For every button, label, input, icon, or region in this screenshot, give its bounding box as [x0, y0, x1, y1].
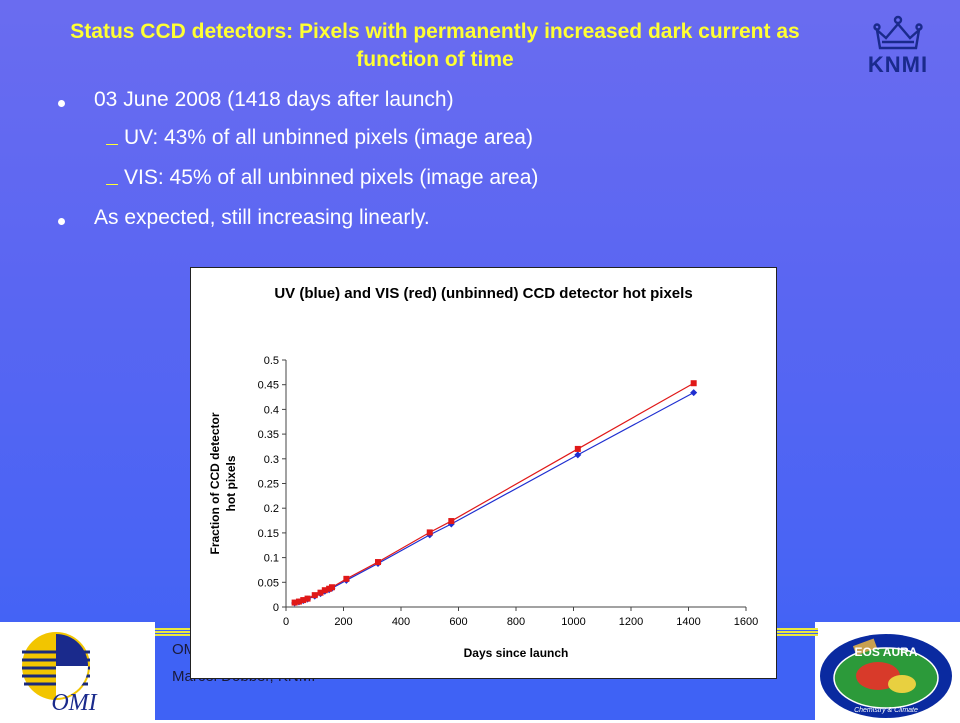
knmi-logo: KNMI — [858, 14, 938, 78]
x-tick-label: 1400 — [676, 616, 700, 628]
eos-aura-logo-subtext: Chemistry & Climate — [854, 707, 918, 714]
footer-stripes-right — [776, 628, 818, 636]
data-point-square — [343, 575, 350, 582]
eos-aura-logo: EOS AURA Chemistry & Climate — [816, 628, 956, 718]
x-tick-label: 1000 — [561, 616, 585, 628]
chart-title: UV (blue) and VIS (red) (unbinned) CCD d… — [274, 285, 693, 302]
data-point-diamond — [574, 451, 582, 459]
data-point-square — [317, 589, 324, 596]
data-point-square — [448, 518, 455, 525]
series-line-0 — [294, 392, 694, 604]
data-point-square — [426, 529, 433, 536]
x-axis-label: Days since launch — [464, 646, 569, 660]
data-point-square — [295, 598, 302, 605]
y-tick-label: 0.1 — [264, 553, 279, 565]
sub-bullet-dash-icon — [106, 184, 118, 185]
y-axis-label-line2: hot pixels — [224, 455, 238, 511]
slide-title: Status CCD detectors: Pixels with perman… — [70, 20, 800, 71]
x-tick-label: 600 — [449, 616, 467, 628]
x-tick-label: 1600 — [734, 616, 758, 628]
crown-icon — [873, 15, 923, 50]
data-point-square — [291, 599, 298, 606]
hot-pixel-chart: 0 0.05 0.1 0.15 0.2 0.25 0.3 0.35 0.4 0.45 0.5 0 200… — [208, 355, 758, 660]
y-tick-label: 0.2 — [264, 503, 279, 515]
y-tick-label: 0 — [273, 602, 279, 614]
chart-panel: UV (blue) and VIS (red) (unbinned) CCD d… — [190, 267, 777, 679]
data-point-diamond — [690, 389, 698, 397]
bullet-item-4: As expected, still increasing linearly. — [94, 206, 430, 229]
eos-aura-logo-text: EOS AURA — [855, 645, 918, 659]
x-tick-label: 200 — [334, 616, 352, 628]
y-tick-label: 0.5 — [264, 355, 279, 367]
data-point-square — [690, 380, 697, 387]
y-tick-label: 0.05 — [258, 577, 279, 589]
data-point-square — [321, 587, 328, 594]
bullet-dot-icon — [58, 218, 65, 225]
y-axis-label: Fraction of CCD detector — [208, 412, 222, 554]
data-point-square — [574, 445, 581, 452]
x-tick-label: 0 — [283, 616, 289, 628]
footer-stripes-left — [155, 628, 195, 636]
series-line-1 — [294, 382, 694, 604]
bullet-item-1: 03 June 2008 (1418 days after launch) — [94, 88, 454, 111]
bullet-item-2: UV: 43% of all unbinned pixels (image ar… — [124, 126, 533, 149]
knmi-logo-text: KNMI — [867, 52, 929, 77]
data-point-square — [329, 584, 335, 591]
omi-logo-text: OMI — [51, 690, 97, 716]
x-tick-label: 1200 — [619, 616, 643, 628]
data-point-square — [304, 595, 311, 602]
y-tick-label: 0.4 — [264, 404, 279, 416]
y-tick-label: 0.45 — [258, 380, 279, 392]
data-point-square — [311, 592, 318, 599]
sub-bullet-dash-icon — [106, 144, 118, 145]
x-tick-label: 800 — [507, 616, 525, 628]
x-tick-label: 400 — [392, 616, 410, 628]
y-tick-label: 0.15 — [258, 528, 279, 540]
data-point-square — [300, 597, 307, 604]
y-tick-label: 0.3 — [264, 454, 279, 466]
bullet-item-3: VIS: 45% of all unbinned pixels (image a… — [124, 166, 539, 189]
y-tick-label: 0.35 — [258, 429, 279, 441]
y-tick-label: 0.25 — [258, 479, 279, 491]
data-point-square — [375, 559, 381, 566]
bullet-dot-icon — [58, 100, 65, 107]
omi-logo: OMI — [8, 630, 148, 716]
